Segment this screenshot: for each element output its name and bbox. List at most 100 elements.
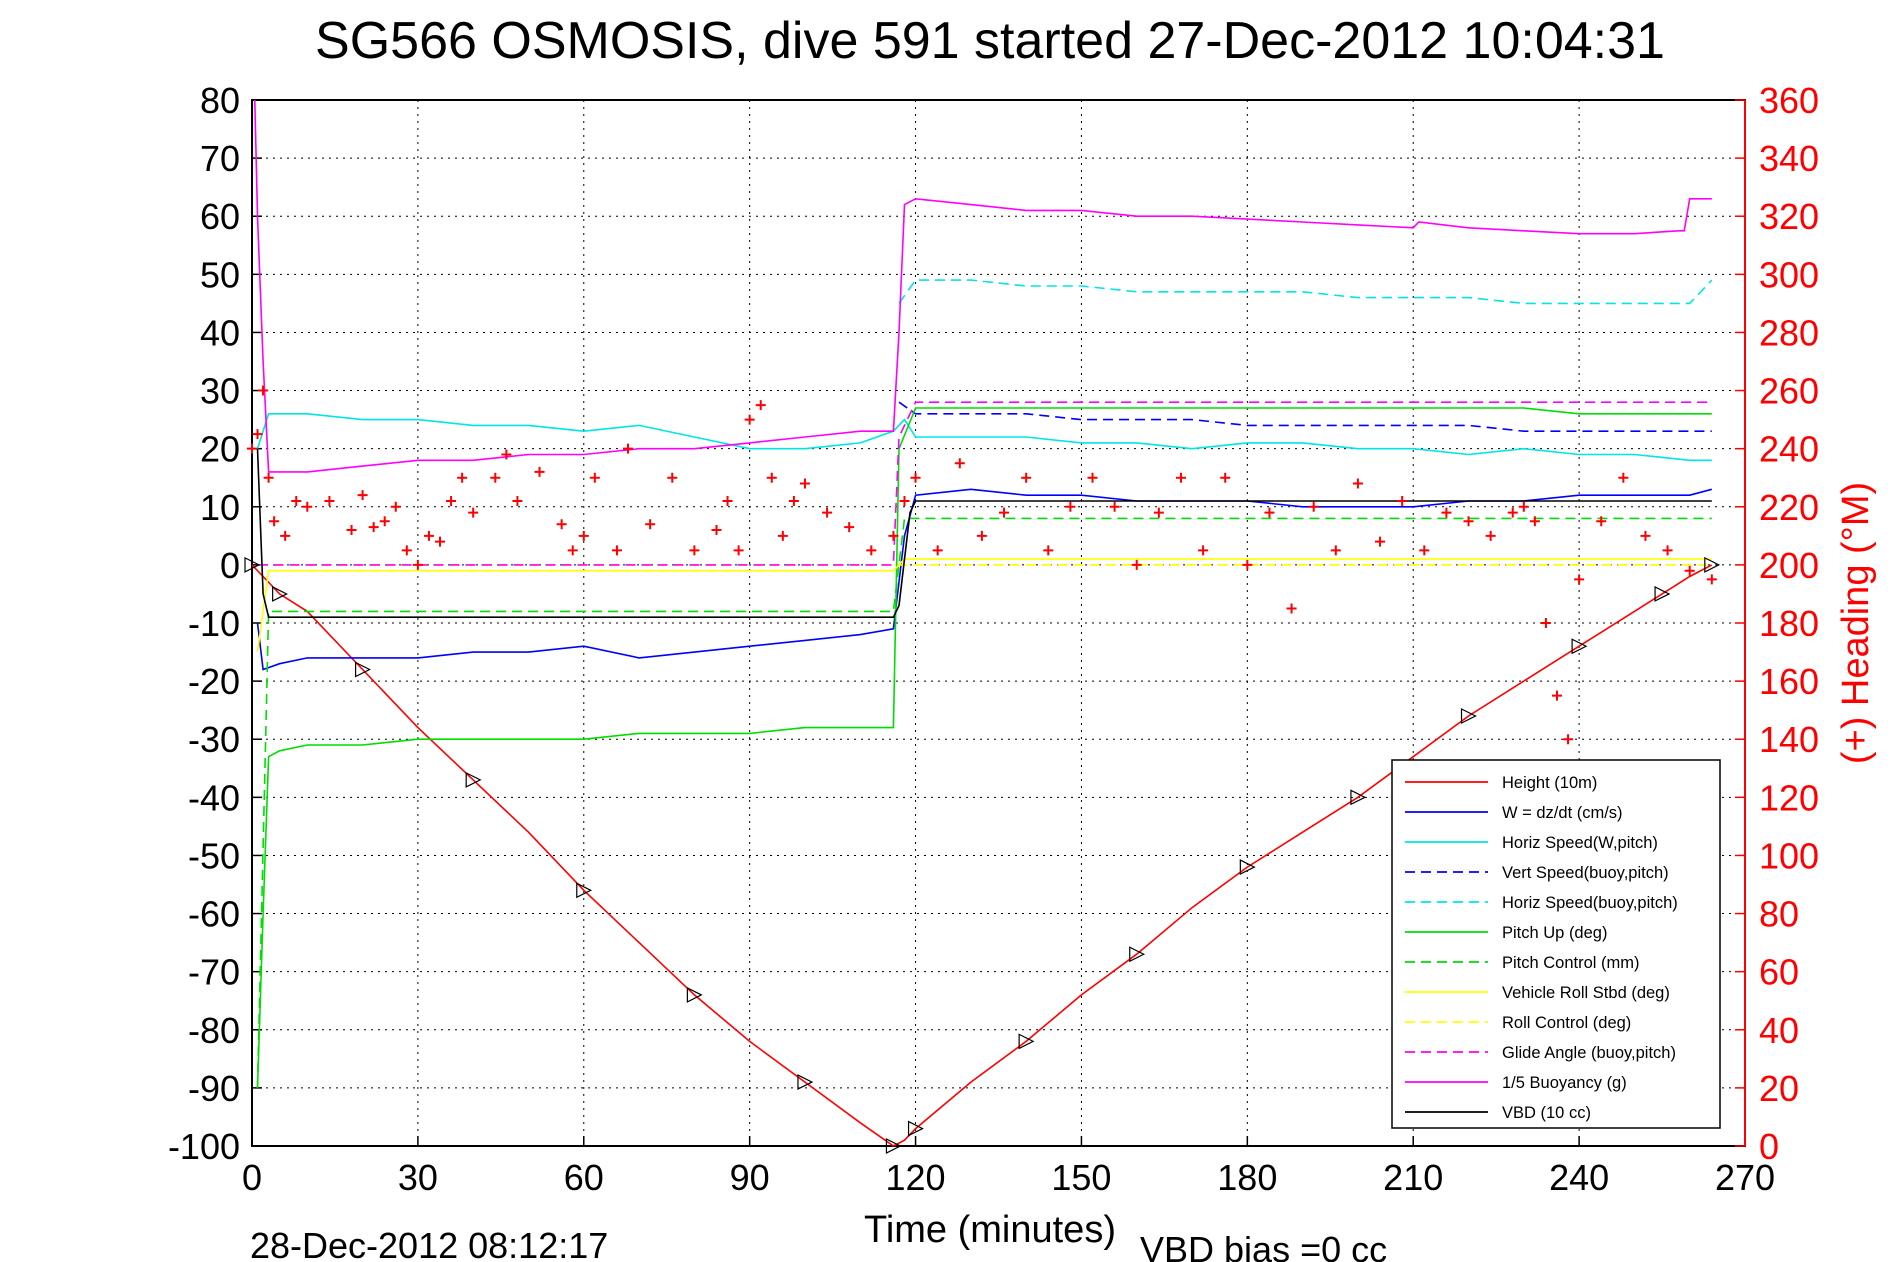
heading-marker [423, 530, 434, 541]
series-1-5-buoyancy-g [254, 99, 1712, 473]
legend-label: W = dz/dt (cm/s) [1502, 804, 1623, 822]
heading-marker [324, 495, 335, 506]
heading-marker [1043, 545, 1054, 556]
heading-marker [556, 519, 567, 530]
heading-marker [645, 519, 656, 530]
legend-label: Height (10m) [1502, 774, 1597, 792]
heading-marker [346, 525, 357, 536]
legend-item: Horiz Speed(buoy,pitch) [1405, 894, 1678, 912]
heading-marker [1352, 478, 1363, 489]
height-marker [465, 771, 482, 788]
right-tick-label: 40 [1759, 1010, 1799, 1051]
heading-marker [1021, 472, 1032, 483]
x-axis-label: Time (minutes) [864, 1209, 1116, 1251]
height-marker [686, 986, 703, 1003]
heading-marker [822, 507, 833, 518]
heading-marker [1242, 559, 1253, 570]
x-tick-label: 0 [242, 1157, 262, 1198]
x-tick-label: 180 [1217, 1157, 1277, 1198]
heading-marker [589, 472, 600, 483]
heading-marker [1264, 507, 1275, 518]
footer-vbd-bias: VBD bias =0 cc [1140, 1229, 1387, 1262]
height-marker [1350, 789, 1367, 806]
right-tick-label: 240 [1759, 429, 1819, 470]
heading-marker [1153, 507, 1164, 518]
height-markers [244, 556, 1721, 1154]
heading-marker [744, 414, 755, 425]
height-marker [272, 585, 288, 602]
x-tick-label: 210 [1383, 1157, 1443, 1198]
heading-marker [1640, 530, 1651, 541]
legend-box [1391, 759, 1721, 1129]
footer-timestamp: 28-Dec-2012 08:12:17 [250, 1225, 608, 1262]
y-tick-label: -40 [188, 777, 240, 818]
legend-label: Pitch Control (mm) [1502, 954, 1640, 972]
legend-label: 1/5 Buoyancy (g) [1502, 1074, 1627, 1092]
heading-marker [401, 545, 412, 556]
right-tick-label: 200 [1759, 545, 1819, 586]
heading-marker [357, 490, 368, 501]
legend-label: VBD (10 cc) [1502, 1104, 1591, 1122]
right-tick-label: 20 [1759, 1068, 1799, 1109]
heading-marker [269, 516, 280, 527]
x-tick-label: 90 [730, 1157, 770, 1198]
heading-marker [368, 522, 379, 533]
heading-marker [390, 501, 401, 512]
heading-marker [888, 530, 899, 541]
x-tick-label: 240 [1549, 1157, 1609, 1198]
y-tick-label: -60 [188, 894, 240, 935]
series-glide-angle-buoy-pitch [257, 401, 1712, 566]
heading-marker [435, 536, 446, 547]
heading-marker [910, 472, 921, 483]
legend-item: Vert Speed(buoy,pitch) [1405, 864, 1669, 882]
y-tick-label: -100 [168, 1126, 240, 1167]
height-marker [1654, 585, 1671, 602]
heading-marker [954, 458, 965, 469]
heading-marker [1596, 516, 1607, 527]
heading-marker [755, 400, 766, 411]
y-tick-label: -10 [188, 603, 240, 644]
y-tick-label: 70 [200, 138, 240, 179]
height-marker [1460, 708, 1477, 724]
heading-marker [777, 530, 788, 541]
heading-marker [1286, 603, 1297, 614]
y-tick-label: -90 [188, 1068, 240, 1109]
heading-marker [1109, 501, 1120, 512]
heading-marker [899, 495, 910, 506]
heading-marker [976, 530, 987, 541]
y-tick-label: 40 [200, 312, 240, 353]
y-tick-label: -20 [188, 661, 240, 702]
legend-label: Horiz Speed(buoy,pitch) [1502, 894, 1678, 912]
legend-label: Vehicle Roll Stbd (deg) [1502, 984, 1670, 1002]
right-tick-label: 300 [1759, 254, 1819, 295]
right-axis-ticks: 0 20 40 60 80 100 120 140 160 180 200 220 240 260 280 3… [1735, 80, 1819, 1167]
legend: Height (10m) W = dz/dt (cm/s) Horiz Speed(… [1391, 759, 1721, 1129]
heading-marker [844, 522, 855, 533]
legend-label: Glide Angle (buoy,pitch) [1502, 1044, 1676, 1062]
heading-marker [722, 495, 733, 506]
heading-marker [932, 545, 943, 556]
chart-title: SG566 OSMOSIS, dive 591 started 27-Dec-2… [315, 12, 1665, 70]
series-height-10m [251, 564, 1713, 1147]
series-vbd-10-cc [256, 448, 1712, 618]
legend-item: VBD (10 cc) [1405, 1104, 1591, 1122]
y-tick-label: -80 [188, 1010, 240, 1051]
heading-marker [1220, 472, 1231, 483]
y-tick-label: 30 [200, 371, 240, 412]
series-layer [244, 99, 1721, 1154]
right-tick-label: 160 [1759, 661, 1819, 702]
y-tick-label: 50 [200, 254, 240, 295]
legend-label: Vert Speed(buoy,pitch) [1502, 864, 1669, 882]
series-horiz-speed-buoy-pitch [898, 279, 1713, 305]
right-tick-label: 60 [1759, 952, 1799, 993]
heading-marker [468, 507, 479, 518]
heading-marker [457, 472, 468, 483]
heading-marker [1540, 618, 1551, 628]
right-tick-label: 260 [1759, 371, 1819, 412]
heading-marker [766, 472, 777, 483]
heading-marker [412, 559, 423, 570]
heading-marker [1463, 516, 1474, 527]
legend-label: Horiz Speed(W,pitch) [1502, 834, 1658, 852]
heading-marker [1397, 495, 1408, 506]
